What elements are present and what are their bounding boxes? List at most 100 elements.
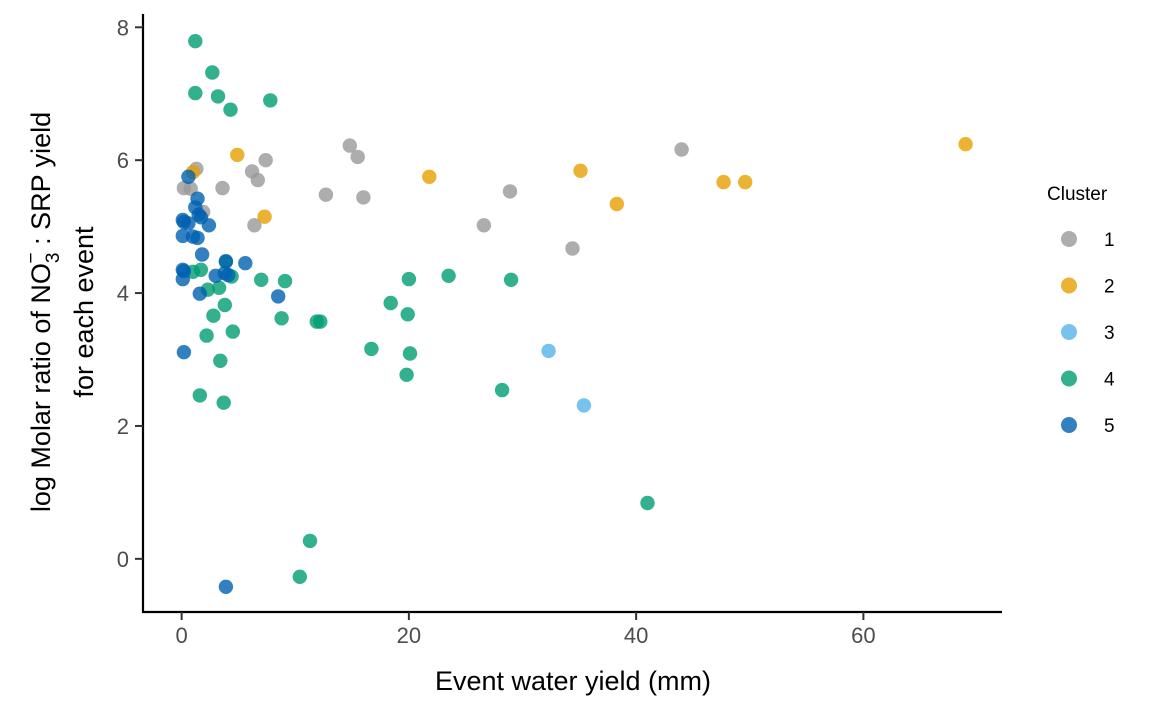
y-tick-label: 0 (117, 547, 129, 572)
data-point-cluster-1 (476, 218, 492, 233)
data-point-cluster-5 (190, 191, 205, 206)
legend-label-2: 2 (1104, 277, 1115, 298)
data-point-cluster-5 (238, 256, 253, 271)
data-point-cluster-5 (192, 286, 207, 301)
legend-label-1: 1 (1104, 230, 1115, 251)
data-point-cluster-4 (494, 382, 510, 398)
data-point-cluster-2 (738, 174, 753, 190)
data-point-cluster-3 (576, 398, 592, 413)
x-axis-title: Event water yield (mm) (435, 666, 711, 696)
y-axis-title-line-1: log Molar ratio of NO3− : SRP yield (21, 112, 64, 512)
legend-key-1 (1061, 231, 1077, 247)
data-point-cluster-4 (211, 280, 227, 295)
y-axis-title-subscript: 3 (43, 253, 64, 264)
data-point-cluster-1 (215, 180, 230, 196)
data-point-cluster-1 (502, 184, 518, 199)
data-point-cluster-4 (210, 89, 226, 104)
data-point-cluster-4 (192, 388, 207, 403)
y-axis-title-pre: log Molar ratio of NO (26, 263, 56, 512)
data-point-cluster-5 (175, 228, 190, 244)
data-point-cluster-4 (225, 324, 240, 339)
data-point-cluster-1 (565, 241, 580, 256)
data-point-cluster-4 (302, 533, 318, 549)
data-point-cluster-4 (402, 346, 418, 361)
data-point-cluster-4 (199, 328, 214, 343)
data-point-cluster-4 (640, 495, 655, 511)
data-point-cluster-4 (401, 271, 417, 287)
y-axis-title-superscript: − (21, 252, 42, 263)
y-axis-ticks: 0 2 4 6 8 (117, 15, 143, 572)
data-point-cluster-4 (188, 34, 203, 49)
data-point-cluster-4 (213, 353, 228, 368)
data-point-cluster-1 (674, 142, 689, 157)
y-axis-title-line-2: for each event (69, 226, 99, 398)
y-tick-label: 6 (117, 148, 129, 173)
data-point-cluster-4 (313, 314, 328, 329)
data-point-cluster-1 (250, 172, 265, 188)
data-point-cluster-4 (188, 85, 203, 101)
legend-key-5 (1061, 417, 1077, 433)
data-point-cluster-4 (216, 395, 231, 410)
y-axis-title-post: : SRP yield (26, 112, 56, 253)
data-point-cluster-5 (201, 218, 217, 233)
y-tick-label: 8 (117, 15, 129, 40)
data-point-cluster-4 (223, 102, 238, 117)
x-axis-ticks: 0 20 40 60 (176, 612, 876, 648)
data-point-cluster-1 (247, 218, 262, 233)
data-point-cluster-4 (206, 308, 221, 323)
data-point-cluster-1 (258, 153, 273, 168)
data-point-cluster-4 (193, 262, 209, 277)
data-point-cluster-5 (218, 254, 234, 269)
data-point-cluster-5 (194, 247, 210, 262)
legend-label-5: 5 (1104, 416, 1115, 437)
data-point-cluster-4 (364, 341, 379, 357)
data-point-cluster-1 (350, 149, 365, 165)
data-point-cluster-5 (175, 271, 190, 287)
y-tick-label: 2 (117, 414, 129, 439)
data-point-cluster-2 (230, 147, 245, 163)
data-point-cluster-5 (190, 230, 205, 246)
data-point-cluster-4 (399, 367, 414, 382)
data-point-cluster-4 (205, 65, 220, 80)
y-tick-label: 4 (117, 281, 129, 306)
data-point-cluster-4 (263, 93, 278, 108)
data-point-cluster-1 (356, 190, 371, 205)
data-point-cluster-4 (503, 272, 519, 287)
data-point-cluster-4 (217, 297, 232, 313)
data-point-cluster-2 (609, 196, 624, 212)
legend-label-4: 4 (1104, 370, 1115, 391)
legend-title: Cluster (1047, 184, 1108, 205)
data-point-cluster-4 (277, 273, 293, 289)
data-point-cluster-5 (221, 267, 236, 283)
data-point-cluster-4 (292, 569, 307, 584)
data-point-cluster-5 (181, 216, 196, 231)
x-tick-label: 60 (851, 623, 875, 648)
data-point-cluster-1 (318, 187, 334, 202)
data-point-cluster-5 (271, 289, 286, 304)
data-point-cluster-4 (274, 311, 289, 326)
legend-key-3 (1061, 324, 1077, 340)
data-point-cluster-1 (342, 138, 357, 153)
legend-label-3: 3 (1104, 323, 1115, 344)
data-point-cluster-2 (573, 163, 588, 178)
x-tick-label: 0 (176, 623, 188, 648)
data-point-cluster-5 (218, 579, 234, 594)
data-point-cluster-5 (176, 345, 192, 360)
legend-key-2 (1061, 277, 1077, 294)
data-point-cluster-2 (257, 209, 272, 224)
data-point-cluster-4 (383, 295, 398, 311)
data-point-cluster-4 (441, 268, 456, 283)
data-point-cluster-2 (958, 137, 973, 152)
data-point-cluster-3 (541, 343, 556, 359)
x-tick-label: 40 (624, 623, 648, 648)
x-tick-label: 20 (397, 623, 421, 648)
data-point-cluster-2 (422, 169, 437, 184)
data-points (175, 34, 973, 594)
data-point-cluster-2 (716, 174, 731, 190)
data-point-cluster-4 (400, 307, 415, 322)
data-point-cluster-4 (254, 272, 269, 287)
legend-key-4 (1061, 370, 1077, 387)
data-point-cluster-5 (181, 169, 196, 184)
legend: Cluster 1 2 3 4 5 (1047, 184, 1115, 437)
